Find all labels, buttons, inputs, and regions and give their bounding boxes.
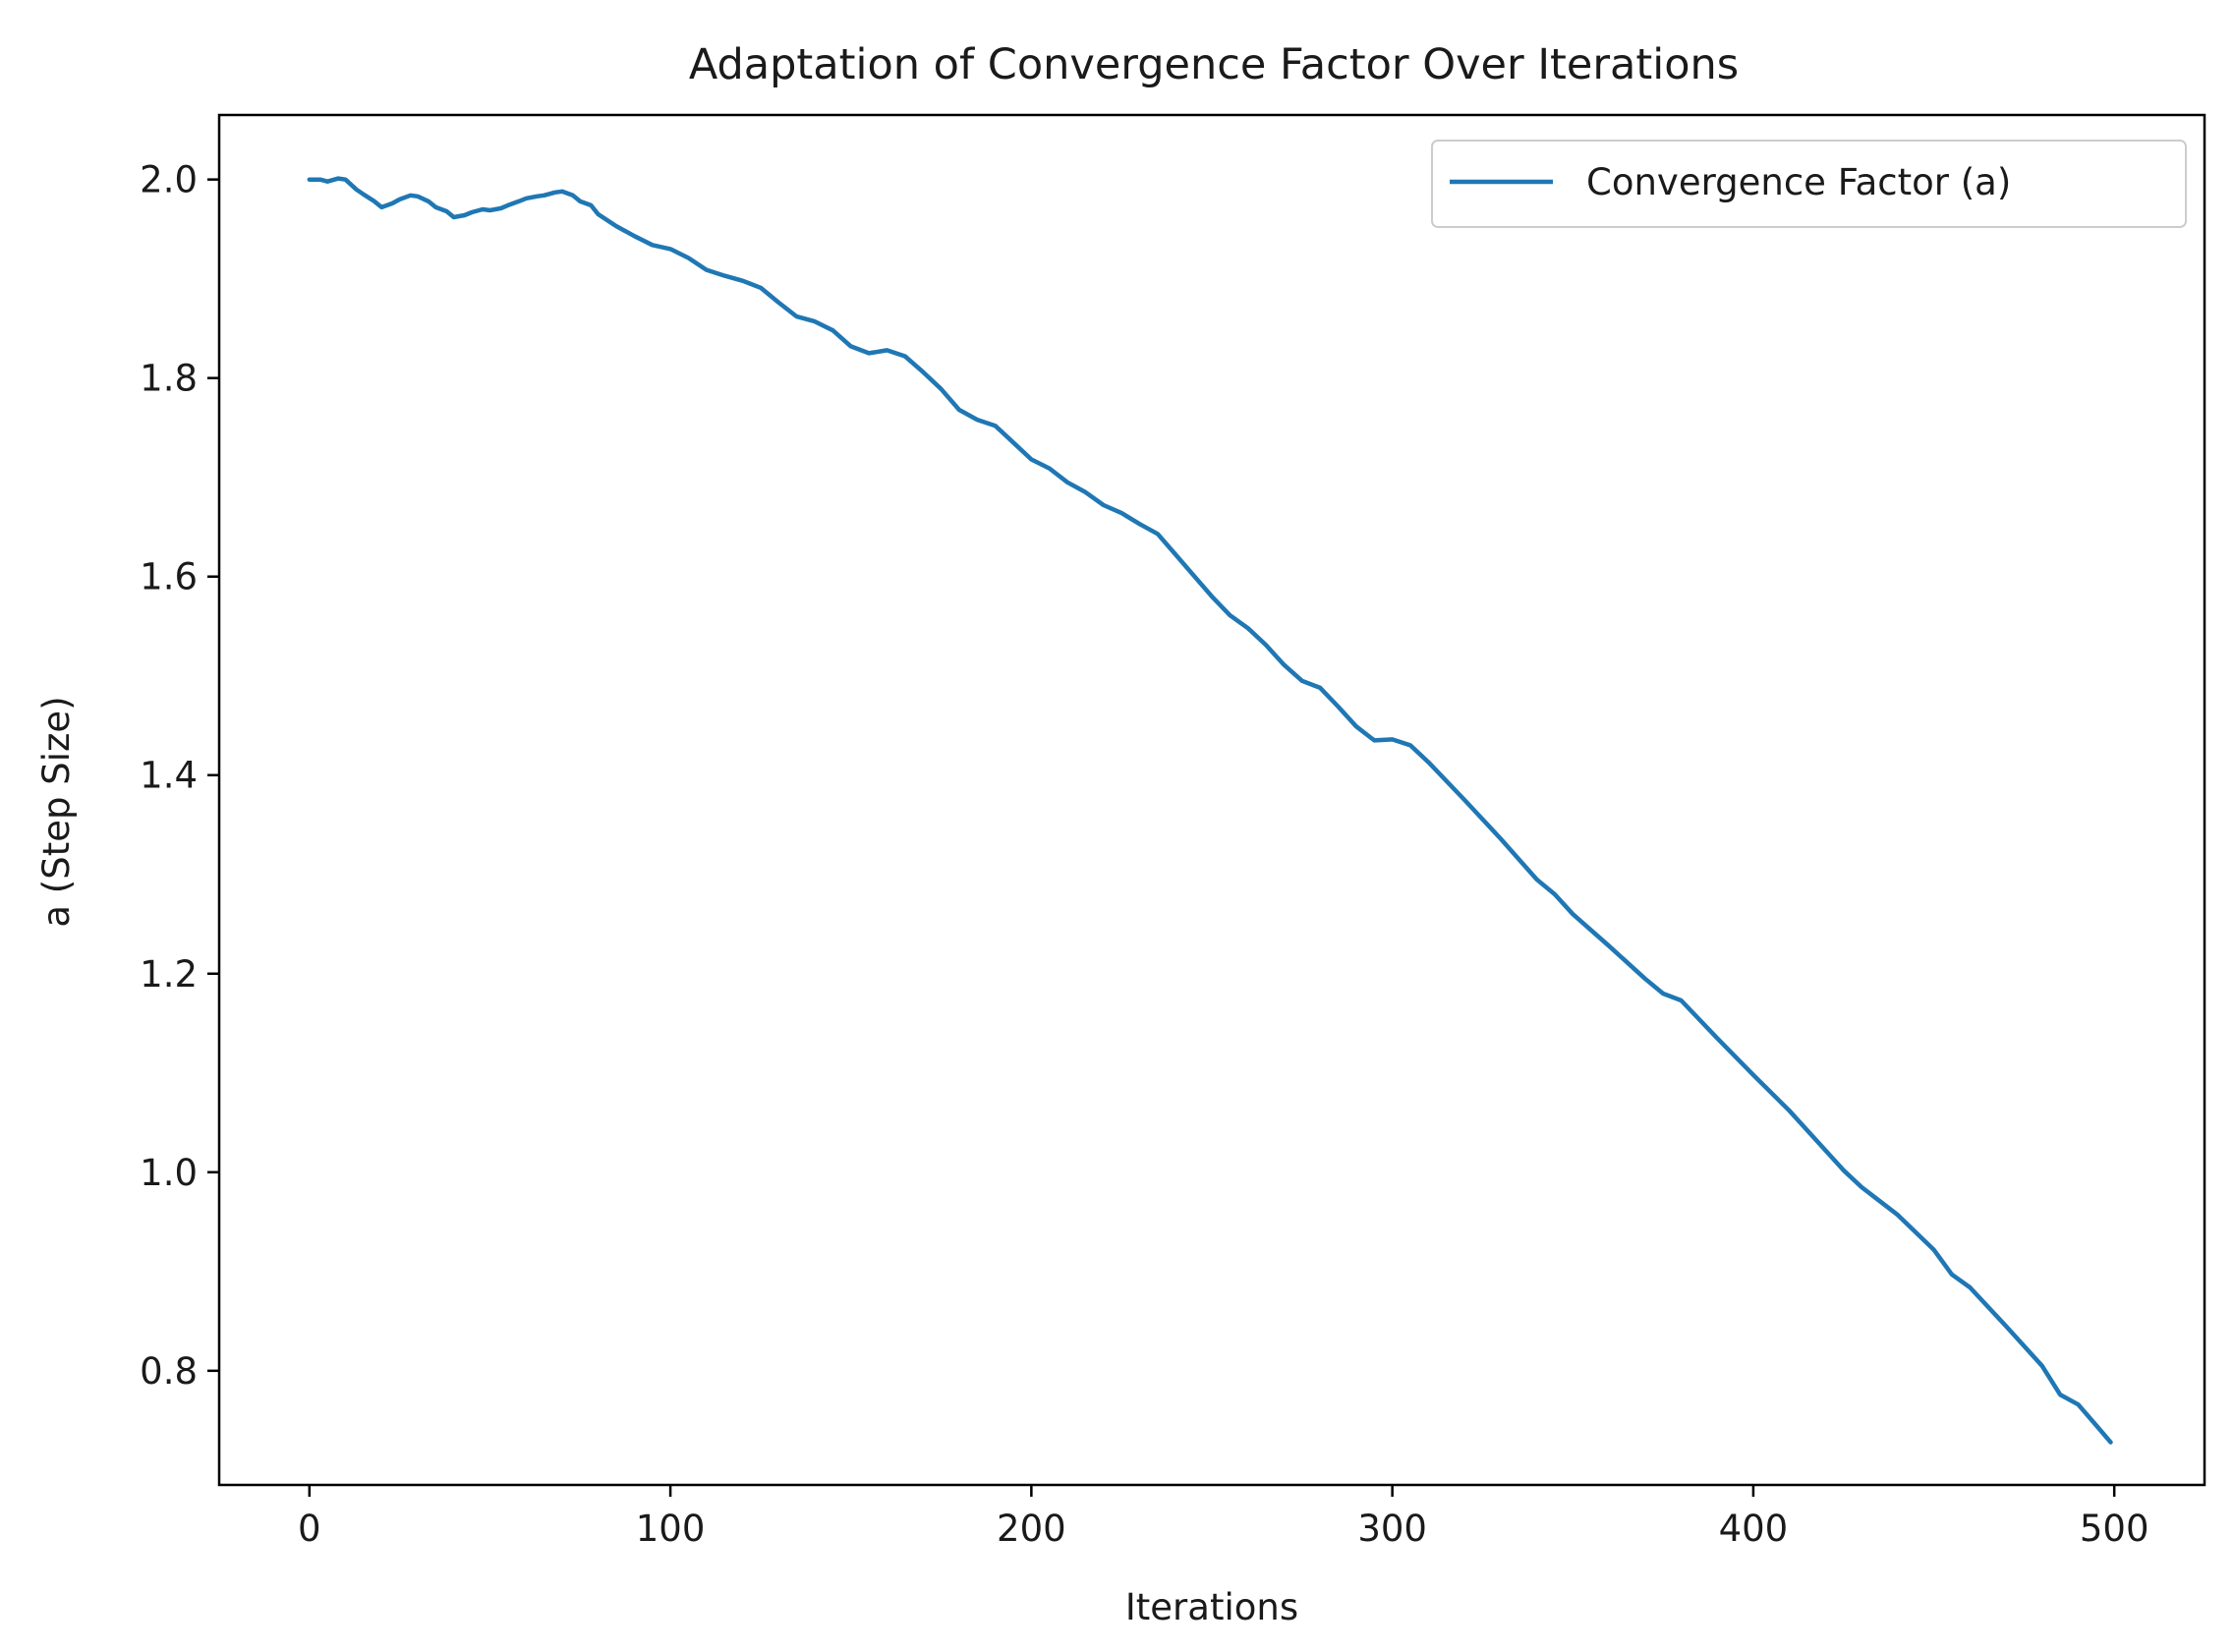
x-tick-label: 500 bbox=[2080, 1508, 2149, 1550]
x-tick-label: 200 bbox=[997, 1508, 1066, 1550]
legend: Convergence Factor (a) bbox=[1431, 140, 2187, 228]
y-tick-label: 1.6 bbox=[140, 556, 198, 598]
y-tick-label: 1.2 bbox=[140, 953, 198, 996]
x-tick-label: 300 bbox=[1357, 1508, 1427, 1550]
y-tick-label: 1.8 bbox=[140, 358, 198, 400]
y-tick-label: 2.0 bbox=[140, 159, 198, 201]
legend-box bbox=[1431, 140, 2187, 228]
series-line-convergence-factor bbox=[307, 176, 2113, 1445]
x-tick-label: 100 bbox=[636, 1508, 706, 1550]
x-tick-label: 400 bbox=[1719, 1508, 1789, 1550]
x-axis-label: Iterations bbox=[1125, 1586, 1298, 1628]
legend-label-convergence-factor: Convergence Factor (a) bbox=[1586, 161, 2011, 203]
x-tick-label: 0 bbox=[298, 1508, 321, 1550]
y-axis: 0.8 1.0 1.2 1.4 1.6 1.8 2.0 bbox=[140, 159, 219, 1393]
chart-title: Adaptation of Convergence Factor Over It… bbox=[689, 40, 1739, 89]
y-axis-label: a (Step Size) bbox=[35, 696, 78, 927]
y-tick-label: 0.8 bbox=[140, 1350, 198, 1393]
y-tick-label: 1.4 bbox=[140, 755, 198, 797]
plot-area bbox=[217, 113, 2206, 1487]
x-axis: 0 100 200 300 400 500 bbox=[298, 1485, 2148, 1550]
y-tick-label: 1.0 bbox=[140, 1152, 198, 1194]
